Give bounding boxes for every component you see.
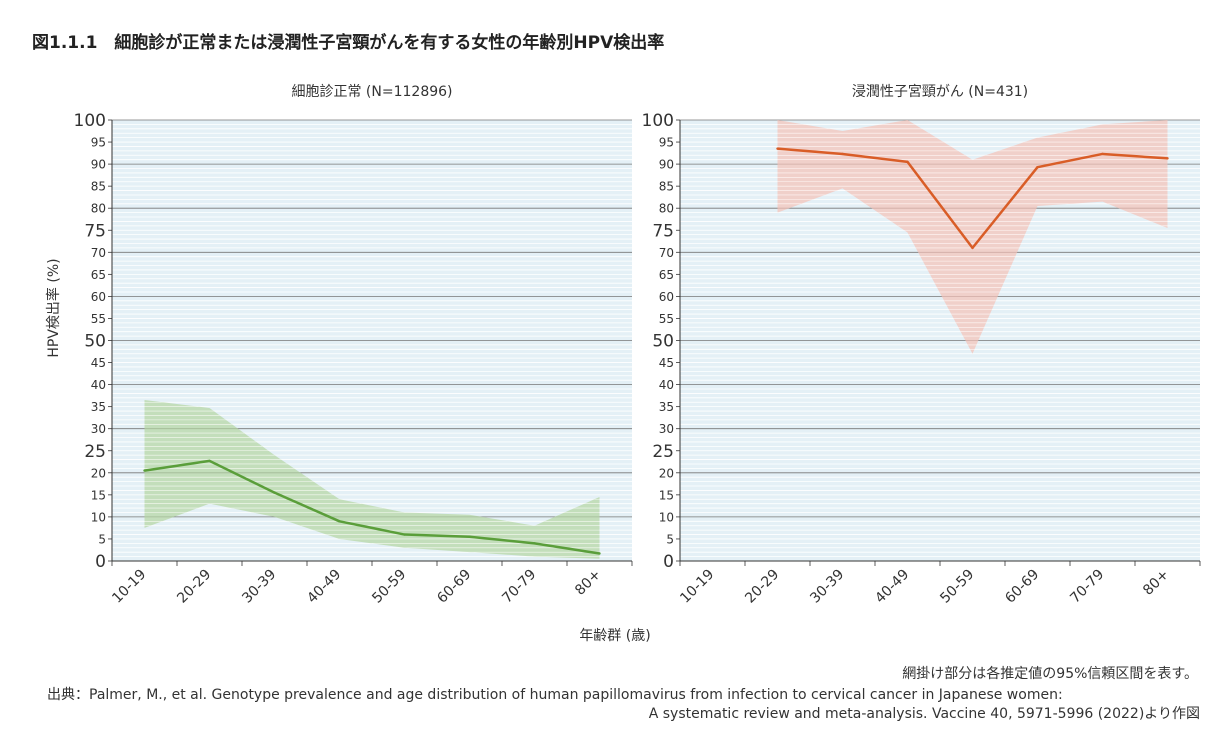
source-line-2: A systematic review and meta-analysis. V…: [648, 706, 1200, 722]
y-tick-label: 40: [91, 378, 106, 392]
y-tick-label: 95: [91, 136, 106, 150]
y-tick-label: 55: [659, 312, 674, 326]
data-point: [1166, 157, 1169, 160]
y-tick-label: 70: [91, 246, 106, 260]
y-tick-label: 90: [659, 158, 674, 172]
y-tick-label: 45: [91, 356, 106, 370]
y-tick-label: 40: [659, 378, 674, 392]
y-tick-label: 65: [91, 268, 106, 282]
y-tick-label: 90: [91, 158, 106, 172]
ci-band-cancer: [777, 120, 1168, 354]
x-tick-label: 50-59: [937, 567, 977, 607]
x-tick-label: 10-19: [677, 567, 717, 607]
x-tick-label: 30-39: [239, 567, 279, 607]
y-tick-label: 60: [659, 290, 674, 304]
y-tick-label: 20: [659, 466, 674, 480]
ci-band-normal: [144, 400, 600, 559]
x-tick-label: 20-29: [174, 567, 214, 607]
data-point: [338, 520, 341, 523]
y-tick-label: 20: [91, 466, 106, 480]
data-point: [143, 469, 146, 472]
data-point: [971, 246, 974, 250]
y-tick-label: 85: [659, 180, 674, 194]
x-tick-label: 30-39: [807, 567, 847, 607]
data-point: [906, 160, 909, 164]
y-axis-label: HPV検出率 (%): [45, 258, 62, 357]
y-tick-label: 50: [84, 332, 106, 352]
panel-title: 細胞診正常 (N=112896): [291, 84, 452, 100]
figure-source: 出典：Palmer, M., et al. Genotype prevalenc…: [47, 686, 1200, 724]
y-tick-label: 10: [91, 510, 106, 524]
data-point: [776, 147, 779, 150]
y-tick-label: 25: [84, 442, 106, 462]
x-tick-label: 40-49: [304, 567, 344, 607]
x-tick-label: 80+: [1140, 567, 1172, 599]
y-tick-label: 35: [91, 400, 106, 414]
y-tick-label: 85: [91, 180, 106, 194]
y-tick-label: 35: [659, 400, 674, 414]
y-tick-label: 25: [652, 442, 674, 462]
y-tick-label: 0: [95, 552, 106, 572]
y-tick-label: 30: [659, 422, 674, 436]
x-tick-label: 20-29: [742, 567, 782, 607]
x-tick-label: 10-19: [109, 567, 149, 607]
data-point: [533, 542, 536, 545]
y-tick-label: 5: [666, 532, 674, 546]
y-tick-label: 75: [84, 221, 106, 241]
y-tick-label: 60: [91, 290, 106, 304]
data-point: [403, 533, 406, 536]
x-tick-label: 60-69: [434, 567, 474, 607]
data-point: [1101, 152, 1104, 156]
x-tick-label: 70-79: [499, 567, 539, 607]
y-tick-label: 50: [652, 332, 674, 352]
chart-panel-normal: 0 5 10 15 20 25 30 35 40 45 50 55 60 65 70 75 80 85 90 95 10…: [74, 84, 633, 607]
x-tick-label: 80+: [572, 567, 604, 599]
y-tick-label: 80: [659, 202, 674, 216]
x-tick-label: 50-59: [369, 567, 409, 607]
data-point: [208, 459, 211, 463]
data-point: [273, 491, 276, 494]
chart-panel-cancer: 0 5 10 15 20 25 30 35 40 45 50 55 60 65 70 75 80 85 90 95 10…: [642, 84, 1201, 607]
y-tick-label: 100: [642, 111, 674, 131]
y-tick-label: 65: [659, 268, 674, 282]
y-tick-label: 45: [659, 356, 674, 370]
y-tick-label: 80: [91, 202, 106, 216]
y-tick-label: 70: [659, 246, 674, 260]
source-line-1: 出典：Palmer, M., et al. Genotype prevalenc…: [47, 687, 1063, 703]
y-tick-label: 55: [91, 312, 106, 326]
x-tick-label: 70-79: [1067, 567, 1107, 607]
y-tick-label: 15: [659, 488, 674, 502]
data-point: [598, 552, 601, 555]
y-tick-label: 0: [663, 552, 674, 572]
y-tick-label: 15: [91, 488, 106, 502]
y-tick-label: 95: [659, 136, 674, 150]
x-axis-label: 年齢群 (歳): [579, 628, 650, 644]
data-point: [468, 535, 471, 538]
y-tick-label: 30: [91, 422, 106, 436]
figure-title: 図1.1.1 細胞診が正常または浸潤性子宮頸がんを有する女性の年齢別HPV検出率: [32, 33, 665, 53]
y-tick-label: 75: [652, 221, 674, 241]
data-point: [841, 152, 844, 156]
x-tick-label: 40-49: [872, 567, 912, 607]
figure-note: 網掛け部分は各推定値の95%信頼区間を表す。: [902, 666, 1198, 682]
data-point: [1036, 165, 1039, 169]
series-line-normal: [144, 459, 600, 555]
y-tick-label: 100: [74, 111, 106, 131]
x-tick-label: 60-69: [1002, 567, 1042, 607]
y-tick-label: 5: [98, 532, 106, 546]
panel-title: 浸潤性子宮頸がん (N=431): [852, 84, 1028, 100]
y-tick-label: 10: [659, 510, 674, 524]
